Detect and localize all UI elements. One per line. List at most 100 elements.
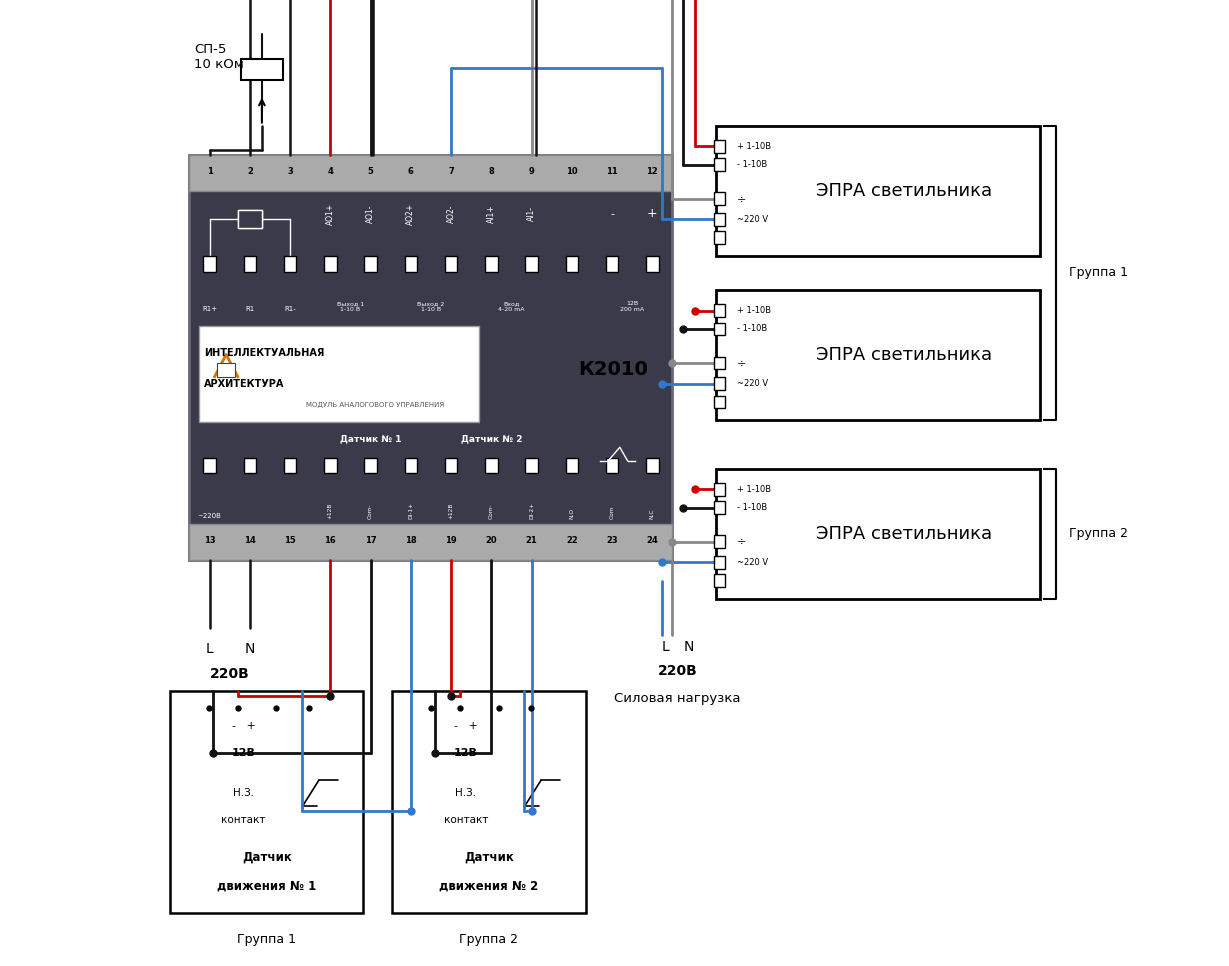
Text: -   +: - + [454,722,478,731]
Bar [189,524,672,560]
Text: DI-1+: DI-1+ [408,501,413,519]
Text: 220В: 220В [210,668,249,681]
Text: 5: 5 [367,166,374,176]
Text: AO2+: AO2+ [407,203,415,225]
Bar [203,458,216,473]
Text: МОДУЛЬ АНАЛОГОВОГО УПРАВЛЕНИЯ: МОДУЛЬ АНАЛОГОВОГО УПРАВЛЕНИЯ [306,402,444,408]
Bar [714,323,725,335]
Text: Com-: Com- [489,503,494,519]
Bar [241,59,283,80]
Text: ~220В: ~220В [198,513,221,519]
Text: контакт: контакт [444,814,488,825]
Text: Выход 1
1-10 В: Выход 1 1-10 В [337,301,364,312]
Text: N: N [683,640,694,654]
Text: 23: 23 [606,535,618,545]
Text: 12В
200 mA: 12В 200 mA [621,301,644,312]
Text: Н.З.: Н.З. [455,788,476,798]
Text: движения № 1: движения № 1 [218,880,316,893]
Text: 4: 4 [327,166,333,176]
Bar [237,211,262,228]
Text: ЭПРА светильника: ЭПРА светильника [816,182,992,200]
Text: 14: 14 [245,535,256,545]
Bar [485,256,498,271]
Text: 220В: 220В [658,665,697,678]
Text: 24: 24 [646,535,659,545]
Text: ИНТЕЛЛЕКТУАЛЬНАЯ: ИНТЕЛЛЕКТУАЛЬНАЯ [204,348,324,357]
Text: 19: 19 [445,535,457,545]
Text: + 1-10В: + 1-10В [737,142,772,151]
Bar [565,256,578,271]
Text: Вход
4-20 mA: Вход 4-20 mA [498,301,525,312]
Bar [243,256,256,271]
Text: ÷: ÷ [737,536,746,547]
Text: +12В: +12В [449,502,454,519]
Text: AI1+: AI1+ [487,205,495,223]
Text: -   +: - + [231,722,256,731]
Text: AO1+: AO1+ [326,203,334,225]
Bar [606,458,618,473]
Text: 12: 12 [646,166,659,176]
Text: 12В: 12В [231,748,256,758]
Bar [199,326,479,422]
Text: + 1-10В: + 1-10В [737,306,772,315]
Text: контакт: контакт [221,814,265,825]
Text: 6: 6 [408,166,414,176]
Text: N.O: N.O [569,508,574,519]
Text: 20: 20 [485,535,498,545]
Text: R1+: R1+ [202,306,218,312]
Bar [284,458,296,473]
Bar [189,155,672,560]
Text: 8: 8 [488,166,494,176]
Bar [189,155,672,191]
Text: ÷: ÷ [737,193,746,204]
Bar [606,256,618,271]
Bar [714,396,725,409]
Text: AI1-: AI1- [527,207,536,221]
Text: 2: 2 [247,166,253,176]
Text: +12В: +12В [328,502,333,519]
Bar [324,256,337,271]
Text: N.C: N.C [650,508,655,519]
Text: Датчик № 1: Датчик № 1 [340,434,402,443]
Text: - 1-10В: - 1-10В [737,503,767,512]
Bar [404,256,417,271]
Text: ЭПРА светильника: ЭПРА светильника [816,346,992,364]
Text: 13: 13 [204,535,215,545]
Text: DI-2+: DI-2+ [530,501,535,519]
Text: 3: 3 [288,166,293,176]
Bar [714,575,725,587]
Bar [170,691,364,913]
Text: СП-5
10 кОм: СП-5 10 кОм [194,43,245,71]
Text: 10: 10 [567,166,578,176]
Text: +: + [646,208,658,220]
Text: Com-: Com- [367,503,374,519]
Bar [646,256,659,271]
Text: движения № 2: движения № 2 [439,880,538,893]
Text: Группа 2: Группа 2 [1068,527,1127,540]
Text: + 1-10В: + 1-10В [737,485,772,494]
Text: Выход 2
1-10 В: Выход 2 1-10 В [418,301,445,312]
Bar [714,556,725,569]
Text: ÷: ÷ [737,357,746,368]
Text: Силовая нагрузка: Силовая нагрузка [614,692,741,705]
Bar [392,691,585,913]
Bar [525,458,538,473]
Bar [485,458,498,473]
Text: 9: 9 [528,166,535,176]
Bar [218,363,235,377]
Text: Датчик: Датчик [465,851,514,864]
Text: - 1-10В: - 1-10В [737,160,767,169]
Text: Датчик: Датчик [242,851,291,864]
Text: L: L [205,642,214,656]
Text: Датчик № 2: Датчик № 2 [461,434,522,443]
Bar [243,458,256,473]
Bar [714,232,725,244]
Bar [714,304,725,317]
Bar [714,356,725,369]
Text: ~220 V: ~220 V [737,215,768,224]
Bar [717,469,1040,599]
Text: L: L [662,640,670,654]
Bar [717,126,1040,256]
Text: 22: 22 [567,535,578,545]
Bar [525,256,538,271]
